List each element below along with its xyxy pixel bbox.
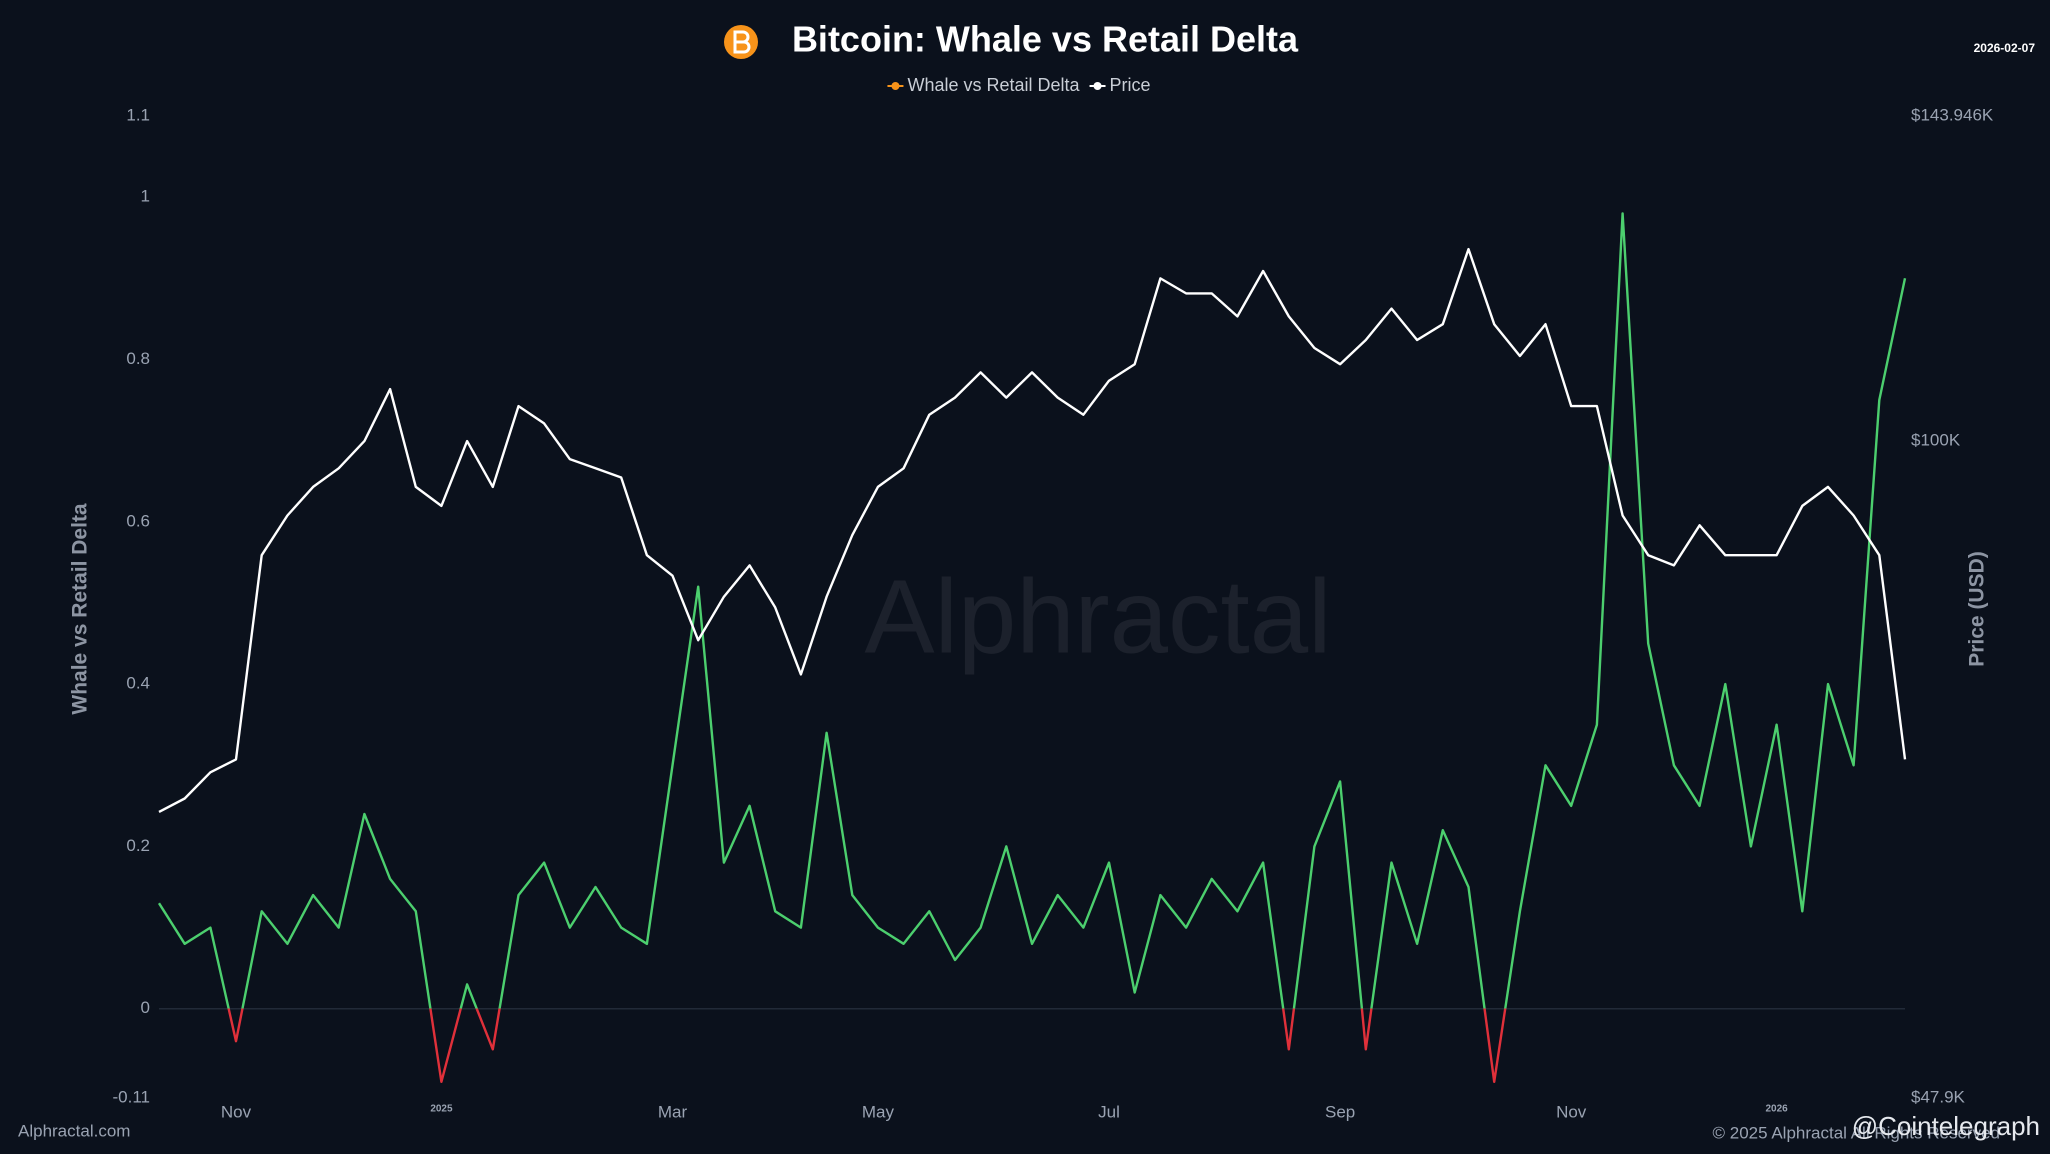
delta-line xyxy=(157,212,1907,1083)
x-tick-label: Nov xyxy=(1556,1102,1587,1121)
y-tick-label: 0.6 xyxy=(126,511,150,530)
y-tick-label: -0.11 xyxy=(113,1087,151,1106)
date-stamp: 2026-02-07 xyxy=(1974,41,2036,55)
y2-tick-label: $100K xyxy=(1911,431,1961,450)
y2-tick-label: $143.946K xyxy=(1911,105,1994,124)
x-tick-label: Mar xyxy=(658,1102,688,1121)
y-tick-label: 0.2 xyxy=(126,836,150,855)
y-tick-label: 1 xyxy=(141,187,150,206)
legend-marker xyxy=(1093,82,1102,90)
bitcoin-icon xyxy=(724,25,758,59)
y2-tick-label: $47.9K xyxy=(1911,1087,1966,1106)
y-tick-label: 0 xyxy=(141,998,150,1017)
x-tick-label: 2026 xyxy=(1765,1104,1788,1115)
copyright: © 2025 Alphractal All Rights Reserved xyxy=(1712,1123,2000,1142)
credit: @Cointelegraph xyxy=(1852,1111,2040,1141)
chart-title: Bitcoin: Whale vs Retail Delta xyxy=(792,19,1299,60)
y-tick-label: 0.4 xyxy=(126,674,150,693)
legend: Whale vs Retail Delta Price xyxy=(887,75,1151,95)
y-axis-title: Whale vs Retail Delta xyxy=(69,503,92,715)
x-tick-label: May xyxy=(862,1102,895,1121)
y2-axis-title: Price (USD) xyxy=(1966,551,1989,667)
watermark: Alphractal xyxy=(865,559,1332,676)
x-tick-label: Jul xyxy=(1098,1102,1120,1121)
legend-label: Whale vs Retail Delta xyxy=(907,75,1080,95)
legend-marker xyxy=(891,82,900,90)
x-tick-label: Sep xyxy=(1325,1102,1355,1121)
legend-label: Price xyxy=(1110,75,1151,95)
price-line xyxy=(158,247,1907,813)
x-tick-label: Nov xyxy=(221,1102,252,1121)
source: Alphractal.com xyxy=(18,1121,130,1140)
y-tick-label: 0.8 xyxy=(126,349,150,368)
x-tick-label: 2025 xyxy=(430,1104,453,1115)
y-tick-label: 1.1 xyxy=(126,105,150,124)
